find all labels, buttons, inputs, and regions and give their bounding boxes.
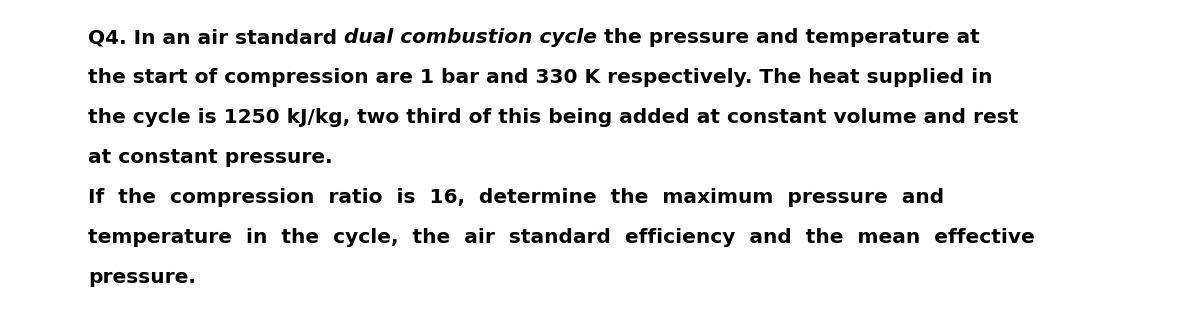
Text: pressure.: pressure. <box>88 268 196 287</box>
Text: dual combustion cycle: dual combustion cycle <box>344 28 598 47</box>
Text: Q4. In an air standard: Q4. In an air standard <box>88 28 344 47</box>
Text: If  the  compression  ratio  is  16,  determine  the  maximum  pressure  and: If the compression ratio is 16, determin… <box>88 188 944 207</box>
Text: the pressure and temperature at: the pressure and temperature at <box>598 28 979 47</box>
Text: the cycle is 1250 kJ/kg, two third of this being added at constant volume and re: the cycle is 1250 kJ/kg, two third of th… <box>88 108 1019 127</box>
Text: the start of compression are 1 bar and 330 K respectively. The heat supplied in: the start of compression are 1 bar and 3… <box>88 68 992 87</box>
Text: at constant pressure.: at constant pressure. <box>88 148 332 167</box>
Text: temperature  in  the  cycle,  the  air  standard  efficiency  and  the  mean  ef: temperature in the cycle, the air standa… <box>88 228 1034 247</box>
